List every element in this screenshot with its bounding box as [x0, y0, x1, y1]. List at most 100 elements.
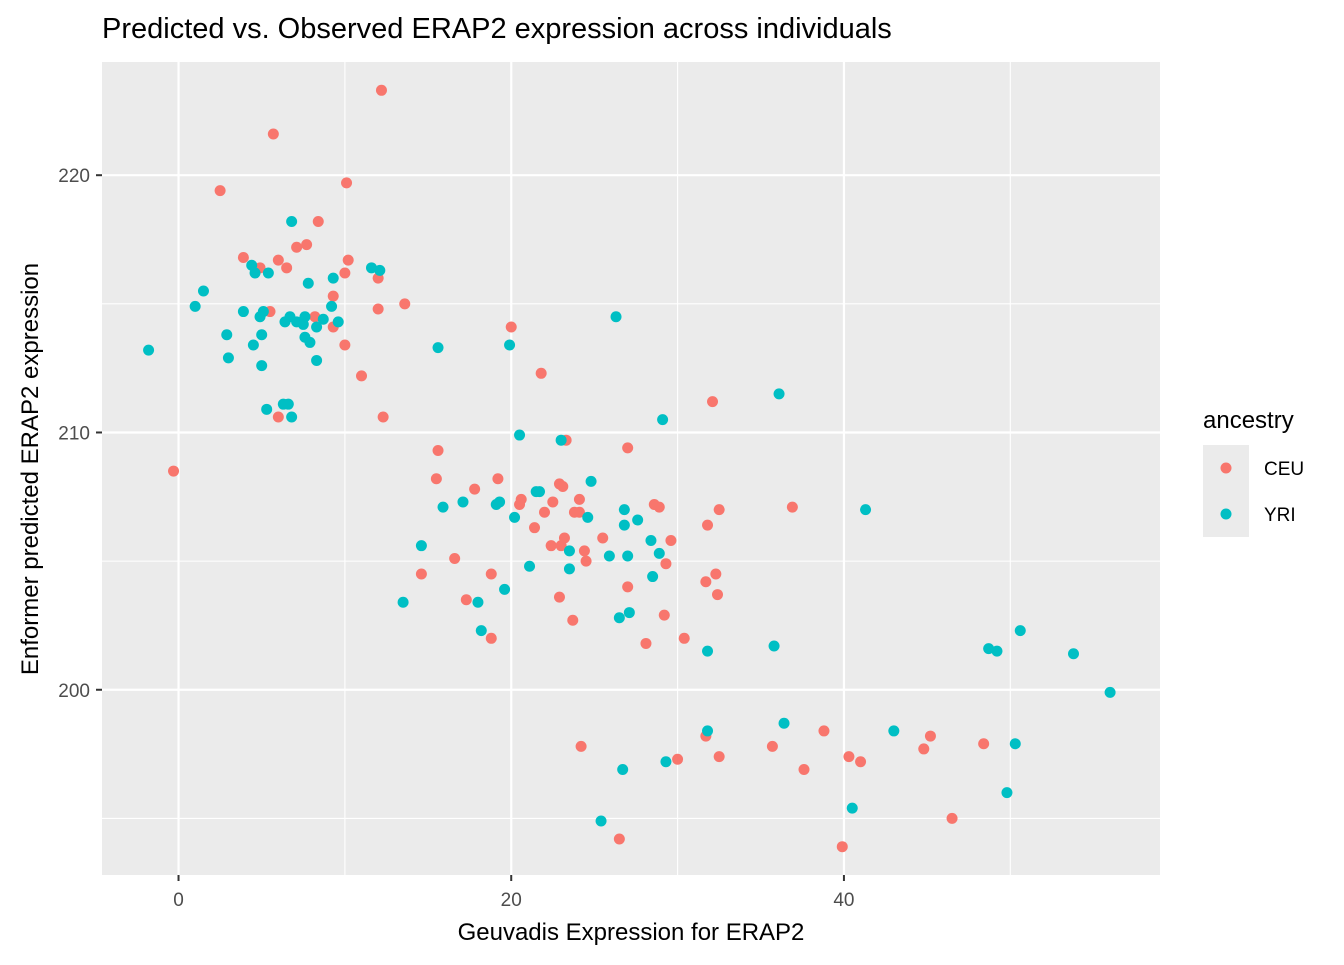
- data-point-yri: [415, 540, 427, 552]
- legend-key-point: [1220, 508, 1232, 520]
- data-point-ceu: [558, 532, 570, 544]
- data-point-ceu: [978, 738, 990, 750]
- data-point-ceu: [567, 614, 579, 626]
- data-point-ceu: [766, 740, 778, 752]
- data-point-yri: [143, 344, 155, 356]
- data-point-yri: [311, 321, 323, 333]
- x-axis: 0 20 40: [173, 875, 855, 911]
- data-point-yri: [397, 596, 409, 608]
- minor-gridlines: [102, 62, 1160, 875]
- data-point-ceu: [818, 725, 830, 737]
- data-point-ceu: [918, 743, 930, 755]
- data-point-yri: [299, 311, 311, 323]
- data-point-ceu: [545, 540, 557, 552]
- data-point-ceu: [702, 519, 714, 531]
- data-point-yri: [286, 411, 298, 423]
- data-point-yri: [326, 300, 338, 312]
- data-point-yri: [653, 547, 665, 559]
- data-point-ceu: [272, 254, 284, 266]
- data-point-ceu: [580, 555, 592, 567]
- data-point-yri: [702, 725, 714, 737]
- data-point-yri: [332, 316, 344, 328]
- data-point-yri: [262, 267, 274, 279]
- data-point-yri: [256, 329, 268, 341]
- data-point-yri: [773, 388, 785, 400]
- data-point-yri: [768, 640, 780, 652]
- data-point-ceu: [342, 254, 354, 266]
- data-point-yri: [618, 519, 630, 531]
- y-tick-label: 220: [58, 166, 90, 187]
- data-point-ceu: [665, 535, 677, 547]
- y-axis: 200 210 220: [58, 166, 102, 702]
- data-points: [143, 84, 1116, 853]
- data-point-ceu: [356, 370, 368, 382]
- data-point-yri: [457, 496, 469, 508]
- data-point-yri: [257, 306, 269, 318]
- data-point-yri: [221, 329, 233, 341]
- data-point-yri: [261, 403, 273, 415]
- data-point-yri: [657, 414, 669, 426]
- data-point-yri: [983, 643, 995, 655]
- data-point-yri: [327, 272, 339, 284]
- data-point-ceu: [377, 411, 389, 423]
- data-point-ceu: [713, 504, 725, 516]
- data-point-ceu: [327, 290, 339, 302]
- data-point-ceu: [341, 177, 353, 189]
- data-point-yri: [613, 612, 625, 624]
- data-point-yri: [472, 596, 484, 608]
- data-point-yri: [432, 342, 444, 354]
- data-point-yri: [237, 306, 249, 318]
- data-point-ceu: [712, 589, 724, 601]
- data-point-ceu: [710, 568, 722, 580]
- data-point-ceu: [432, 444, 444, 456]
- data-point-ceu: [339, 267, 351, 279]
- data-point-yri: [302, 277, 314, 289]
- data-point-yri: [647, 571, 659, 583]
- data-point-yri: [595, 815, 607, 827]
- data-point-yri: [1067, 648, 1079, 660]
- data-point-yri: [197, 285, 209, 297]
- data-point-yri: [365, 262, 377, 274]
- data-point-yri: [846, 802, 858, 814]
- data-point-yri: [582, 511, 594, 523]
- data-point-yri: [514, 429, 526, 441]
- data-point-yri: [632, 514, 644, 526]
- major-gridlines: [102, 62, 1160, 875]
- x-axis-label: Geuvadis Expression for ERAP2: [458, 919, 805, 946]
- data-point-yri: [1104, 686, 1116, 698]
- data-point-ceu: [553, 591, 565, 603]
- y-tick-label: 200: [58, 681, 90, 702]
- data-point-ceu: [547, 496, 559, 508]
- data-point-ceu: [514, 499, 526, 511]
- data-point-yri: [563, 545, 575, 557]
- data-point-yri: [499, 583, 511, 595]
- data-point-ceu: [449, 553, 461, 565]
- data-point-yri: [555, 434, 567, 446]
- data-point-ceu: [281, 262, 293, 274]
- data-point-ceu: [430, 473, 442, 485]
- data-point-yri: [991, 645, 1003, 657]
- data-point-ceu: [653, 501, 665, 513]
- data-point-ceu: [309, 311, 321, 323]
- x-tick-label: 0: [173, 890, 184, 911]
- legend-label: YRI: [1264, 505, 1296, 526]
- data-point-yri: [222, 352, 234, 364]
- data-point-ceu: [707, 396, 719, 408]
- data-point-yri: [888, 725, 900, 737]
- data-point-ceu: [267, 128, 279, 140]
- data-point-ceu: [375, 84, 387, 96]
- data-point-ceu: [622, 581, 634, 593]
- data-point-ceu: [538, 506, 550, 518]
- data-point-yri: [475, 625, 487, 637]
- data-point-yri: [585, 475, 597, 487]
- data-point-ceu: [658, 609, 670, 621]
- data-point-yri: [374, 264, 386, 276]
- data-point-ceu: [678, 632, 690, 644]
- data-point-yri: [1001, 787, 1013, 799]
- data-point-ceu: [460, 594, 472, 606]
- data-point-ceu: [924, 730, 936, 742]
- data-point-yri: [286, 216, 298, 228]
- data-point-ceu: [415, 568, 427, 580]
